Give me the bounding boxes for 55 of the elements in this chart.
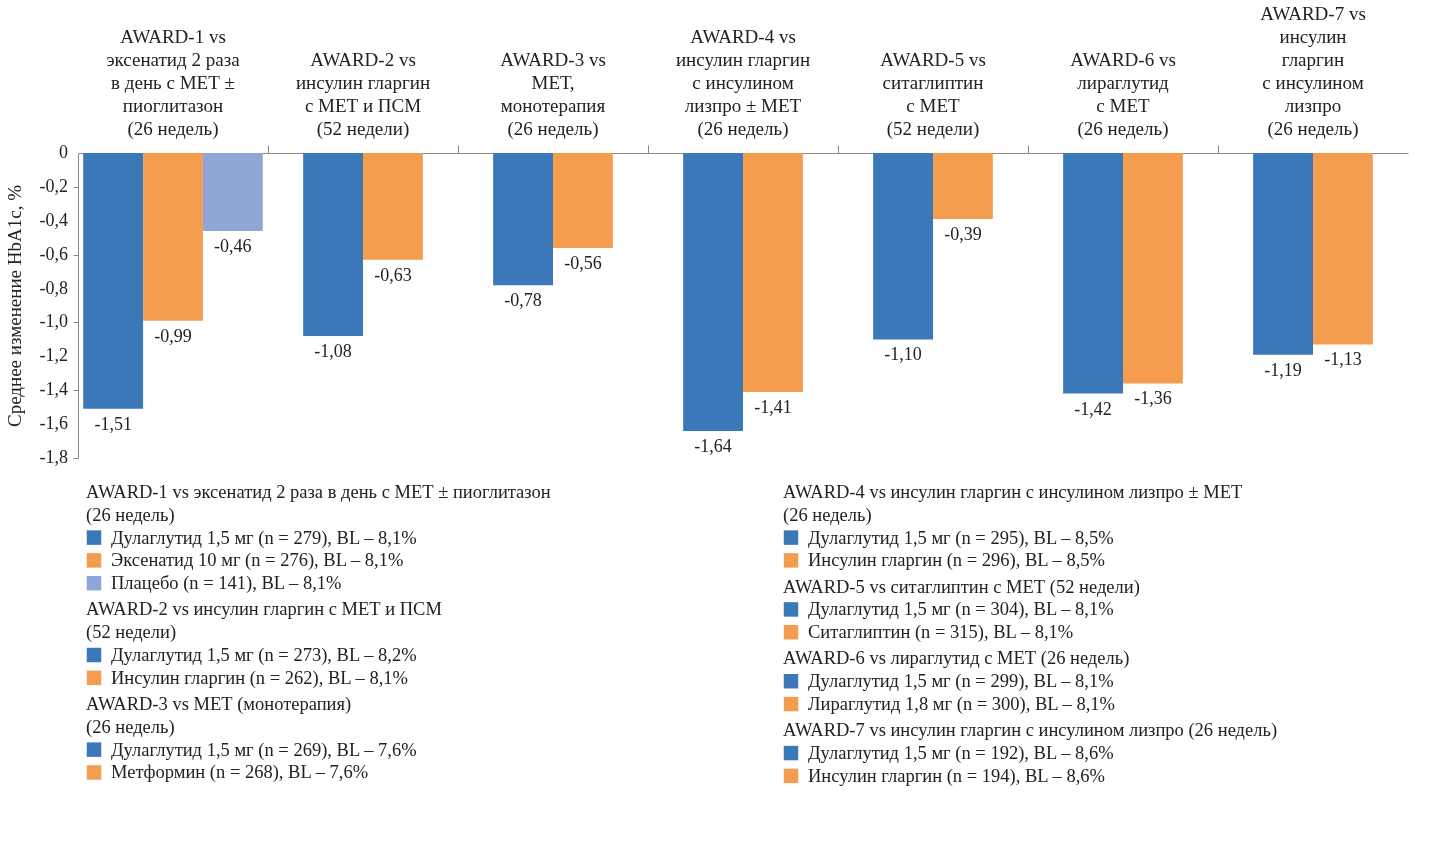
data-label: -0,78 <box>504 290 542 311</box>
text: AWARD-2 vs инсулин гларгин с МЕТ и ПСМ (52 недели) <box>86 599 442 644</box>
x-tick-label: AWARD-6 vs лираглутид с МЕТ (26 недель) <box>1070 49 1176 140</box>
x-tick-label: AWARD-5 vs ситаглиптин с МЕТ (52 недели) <box>880 49 986 140</box>
legend-label: Дулаглутид 1,5 мг (n = 299), BL – 8,1% <box>808 671 1114 693</box>
x-tick-label: AWARD-2 vs инсулин гларгин с МЕТ и ПСМ (52 недели) <box>295 49 431 140</box>
text: AWARD-1 vs эксенатид 2 раза в день с МЕТ ± пиоглитазон (26 недель) <box>86 482 551 526</box>
y-tick-label: -1,4 <box>39 379 68 400</box>
data-label: -1,08 <box>314 341 352 361</box>
legend-label: Дулаглутид 1,5 мг (n = 273), BL – 8,2% <box>111 645 417 667</box>
data-label: -1,41 <box>754 396 792 417</box>
data-label: -0,56 <box>564 252 602 273</box>
x-tick-label: AWARD-7 vs инсулин гларгин с инсулином лизпро (26 недель) <box>1260 3 1366 140</box>
y-tick-label: -1,6 <box>39 413 68 434</box>
legend-label: Дулаглутид 1,5 мг (n = 269), BL – 7,6% <box>111 739 417 761</box>
x-tick-label: AWARD-3 vs МЕТ, монотерапия (26 недель) <box>500 49 606 140</box>
text: AWARD-4 vs инсулин гларгин с инсулином лизпро ± МЕТ (26 недель) <box>783 482 1243 526</box>
legend-label: Лираглутид 1,8 мг (n = 300), BL – 8,1% <box>808 694 1115 716</box>
text: AWARD-7 vs инсулин гларгин с инсулином лизпро (26 недель) <box>783 720 1278 742</box>
y-tick-label: -0,8 <box>39 277 68 298</box>
data-label: -0,39 <box>944 224 982 245</box>
data-label: -0,99 <box>154 325 192 346</box>
legend-label: Дулаглутид 1,5 мг (n = 279), BL – 8,1% <box>111 527 417 549</box>
legend-label: Дулаглутид 1,5 мг (n = 192), BL – 8,6% <box>808 743 1114 765</box>
data-label: -1,51 <box>94 413 132 434</box>
legend-label: Инсулин гларгин (n = 194), BL – 8,6% <box>808 765 1105 787</box>
x-tick-label: AWARD-4 vs инсулин гларгин с инсулином лизпро ± МЕТ (26 недель) <box>675 26 811 140</box>
data-label: -1,42 <box>1074 398 1112 419</box>
legend-label: Дулаглутид 1,5 мг (n = 295), BL – 8,5% <box>808 527 1114 549</box>
legend-label: Инсулин гларгин (n = 262), BL – 8,1% <box>111 667 408 689</box>
text: AWARD-3 vs МЕТ (монотерапия) (26 недель) <box>86 694 352 738</box>
y-tick-label: 0 <box>59 142 68 162</box>
y-tick-label: -1,2 <box>39 345 68 366</box>
legend-label: Метформин (n = 268), BL – 7,6% <box>111 762 369 784</box>
data-label: -1,64 <box>694 435 732 456</box>
x-tick-label: AWARD-1 vs эксенатид 2 раза в день с МЕТ ± пиоглитазон (26 недель) <box>106 26 241 140</box>
data-label: -1,36 <box>1134 388 1172 409</box>
legend-label: Эксенатид 10 мг (n = 276), BL – 8,1% <box>111 550 404 572</box>
data-label: -0,63 <box>374 264 412 285</box>
data-label: -0,46 <box>214 235 252 256</box>
y-tick-label: -0,2 <box>39 175 68 196</box>
legend-label: Плацебо (n = 141), BL – 8,1% <box>111 573 342 595</box>
legend-label: Ситаглиптин (n = 315), BL – 8,1% <box>808 622 1074 644</box>
data-label: -1,19 <box>1264 359 1302 380</box>
legend-label: Дулаглутид 1,5 мг (n = 304), BL – 8,1% <box>808 599 1114 621</box>
data-label: -1,13 <box>1324 349 1362 370</box>
legend-label: Инсулин гларгин (n = 296), BL – 8,5% <box>808 550 1105 572</box>
y-tick-label: -0,6 <box>39 243 68 264</box>
text: AWARD-5 vs ситаглиптин с МЕТ (52 недели) <box>783 576 1140 598</box>
y-tick-label: -0,4 <box>39 209 68 230</box>
data-label: -1,10 <box>884 344 922 365</box>
y-axis-title: Среднее изменение HbA1c, % <box>4 184 25 427</box>
y-tick-label: -1,0 <box>39 311 68 332</box>
y-tick-label: -1,8 <box>39 447 68 467</box>
text: AWARD-6 vs лираглутид с МЕТ (26 недель) <box>783 648 1130 670</box>
